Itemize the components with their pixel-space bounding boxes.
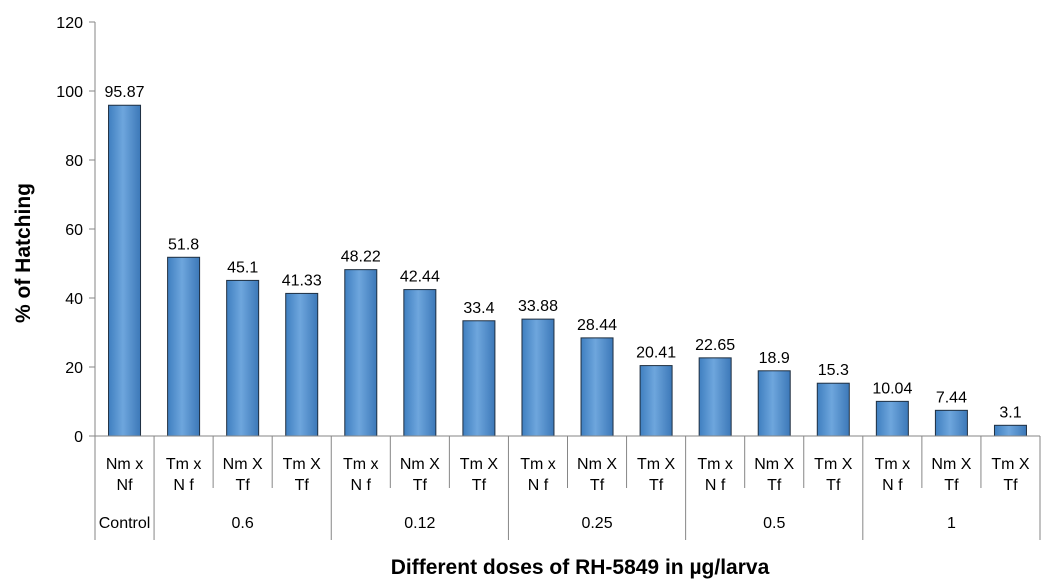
y-axis: 0 20 40 60 80 100 120: [56, 15, 96, 446]
category-label-line1: Tm X: [637, 456, 676, 473]
data-label: 10.04: [872, 380, 912, 397]
bar: [226, 279, 260, 437]
data-label: 22.65: [695, 337, 735, 354]
data-label: 33.88: [518, 298, 558, 315]
bar: [639, 365, 673, 437]
y-tick-label: 0: [74, 429, 83, 446]
category-label-line1: Nm x: [106, 456, 143, 473]
x-axis-title: Different doses of RH-5849 in µg/larva: [391, 556, 770, 579]
category-label-line2: N f: [882, 477, 903, 494]
bars: [108, 104, 1027, 437]
bar: [698, 357, 732, 437]
data-label: 95.87: [105, 84, 145, 101]
data-label: 20.41: [636, 345, 676, 362]
data-label: 15.3: [818, 362, 849, 379]
category-label-line1: Tm X: [814, 456, 853, 473]
category-label-line2: Tf: [295, 477, 310, 494]
category-label-line2: N f: [528, 477, 549, 494]
category-label-line2: Tf: [590, 477, 605, 494]
category-label-line1: Tm X: [460, 456, 499, 473]
category-label-line1: Tm x: [343, 456, 379, 473]
category-label-line1: Tm X: [283, 456, 322, 473]
bar: [521, 318, 555, 437]
group-label: 0.6: [232, 515, 254, 532]
y-tick-label: 40: [65, 291, 83, 308]
y-tick-label: 60: [65, 222, 83, 239]
group-label: 0.12: [404, 515, 435, 532]
bar: [403, 289, 437, 437]
category-label-line1: Nm X: [577, 456, 617, 473]
category-label-line2: N f: [705, 477, 726, 494]
data-label: 42.44: [400, 269, 440, 286]
category-label-line2: Tf: [767, 477, 782, 494]
data-label: 28.44: [577, 317, 617, 334]
bar: [344, 269, 378, 437]
group-label: 1: [947, 515, 956, 532]
group-label: Control: [99, 515, 151, 532]
data-label: 18.9: [759, 350, 790, 367]
category-label-line1: Nm X: [223, 456, 263, 473]
category-label-line2: Tf: [472, 477, 487, 494]
y-tick-label: 100: [56, 84, 83, 101]
bar: [875, 400, 909, 437]
data-label: 51.8: [168, 236, 199, 253]
group-label: 0.5: [763, 515, 785, 532]
bar: [580, 337, 614, 437]
group-label: 0.25: [581, 515, 612, 532]
y-tick-label: 120: [56, 15, 83, 32]
bar: [462, 320, 496, 437]
category-label-line2: Tf: [413, 477, 428, 494]
data-label: 48.22: [341, 249, 381, 266]
category-label-line1: Nm X: [754, 456, 794, 473]
category-label-line2: Tf: [826, 477, 841, 494]
category-label-line1: Tm X: [991, 456, 1030, 473]
x-axis: Nm x Nf Tm x N f Nm X Tf Tm X Tf Tm x N f Nm X Tf Tm…: [94, 435, 1041, 540]
data-label: 45.1: [227, 259, 258, 276]
y-axis-title: % of Hatching: [12, 183, 35, 323]
bar: [108, 104, 142, 437]
data-label: 3.1: [999, 404, 1021, 421]
category-label-line2: Tf: [236, 477, 251, 494]
data-label: 7.44: [936, 389, 967, 406]
category-label-line2: N f: [351, 477, 372, 494]
category-label-line2: Tf: [944, 477, 959, 494]
category-label-line1: Nm X: [400, 456, 440, 473]
bar: [167, 256, 201, 437]
category-label-line1: Tm x: [520, 456, 556, 473]
data-label: 41.33: [282, 272, 322, 289]
bar: [934, 409, 968, 437]
category-label-line2: Tf: [649, 477, 664, 494]
category-label-line1: Tm x: [875, 456, 911, 473]
category-label-line2: Nf: [117, 477, 134, 494]
category-label-line1: Nm X: [931, 456, 971, 473]
y-tick-label: 20: [65, 360, 83, 377]
category-label-line2: Tf: [1003, 477, 1018, 494]
data-labels: 95.87 51.8 45.1 41.33 48.22 42.44 33.4 33.88 28.…: [105, 84, 1022, 421]
category-label-line1: Tm x: [697, 456, 733, 473]
y-tick-label: 80: [65, 153, 83, 170]
data-label: 33.4: [463, 300, 494, 317]
bar: [757, 370, 791, 437]
bar: [285, 292, 319, 437]
category-label-line1: Tm x: [166, 456, 202, 473]
bar: [993, 424, 1027, 437]
category-label-line2: N f: [173, 477, 194, 494]
bar: [816, 382, 850, 437]
